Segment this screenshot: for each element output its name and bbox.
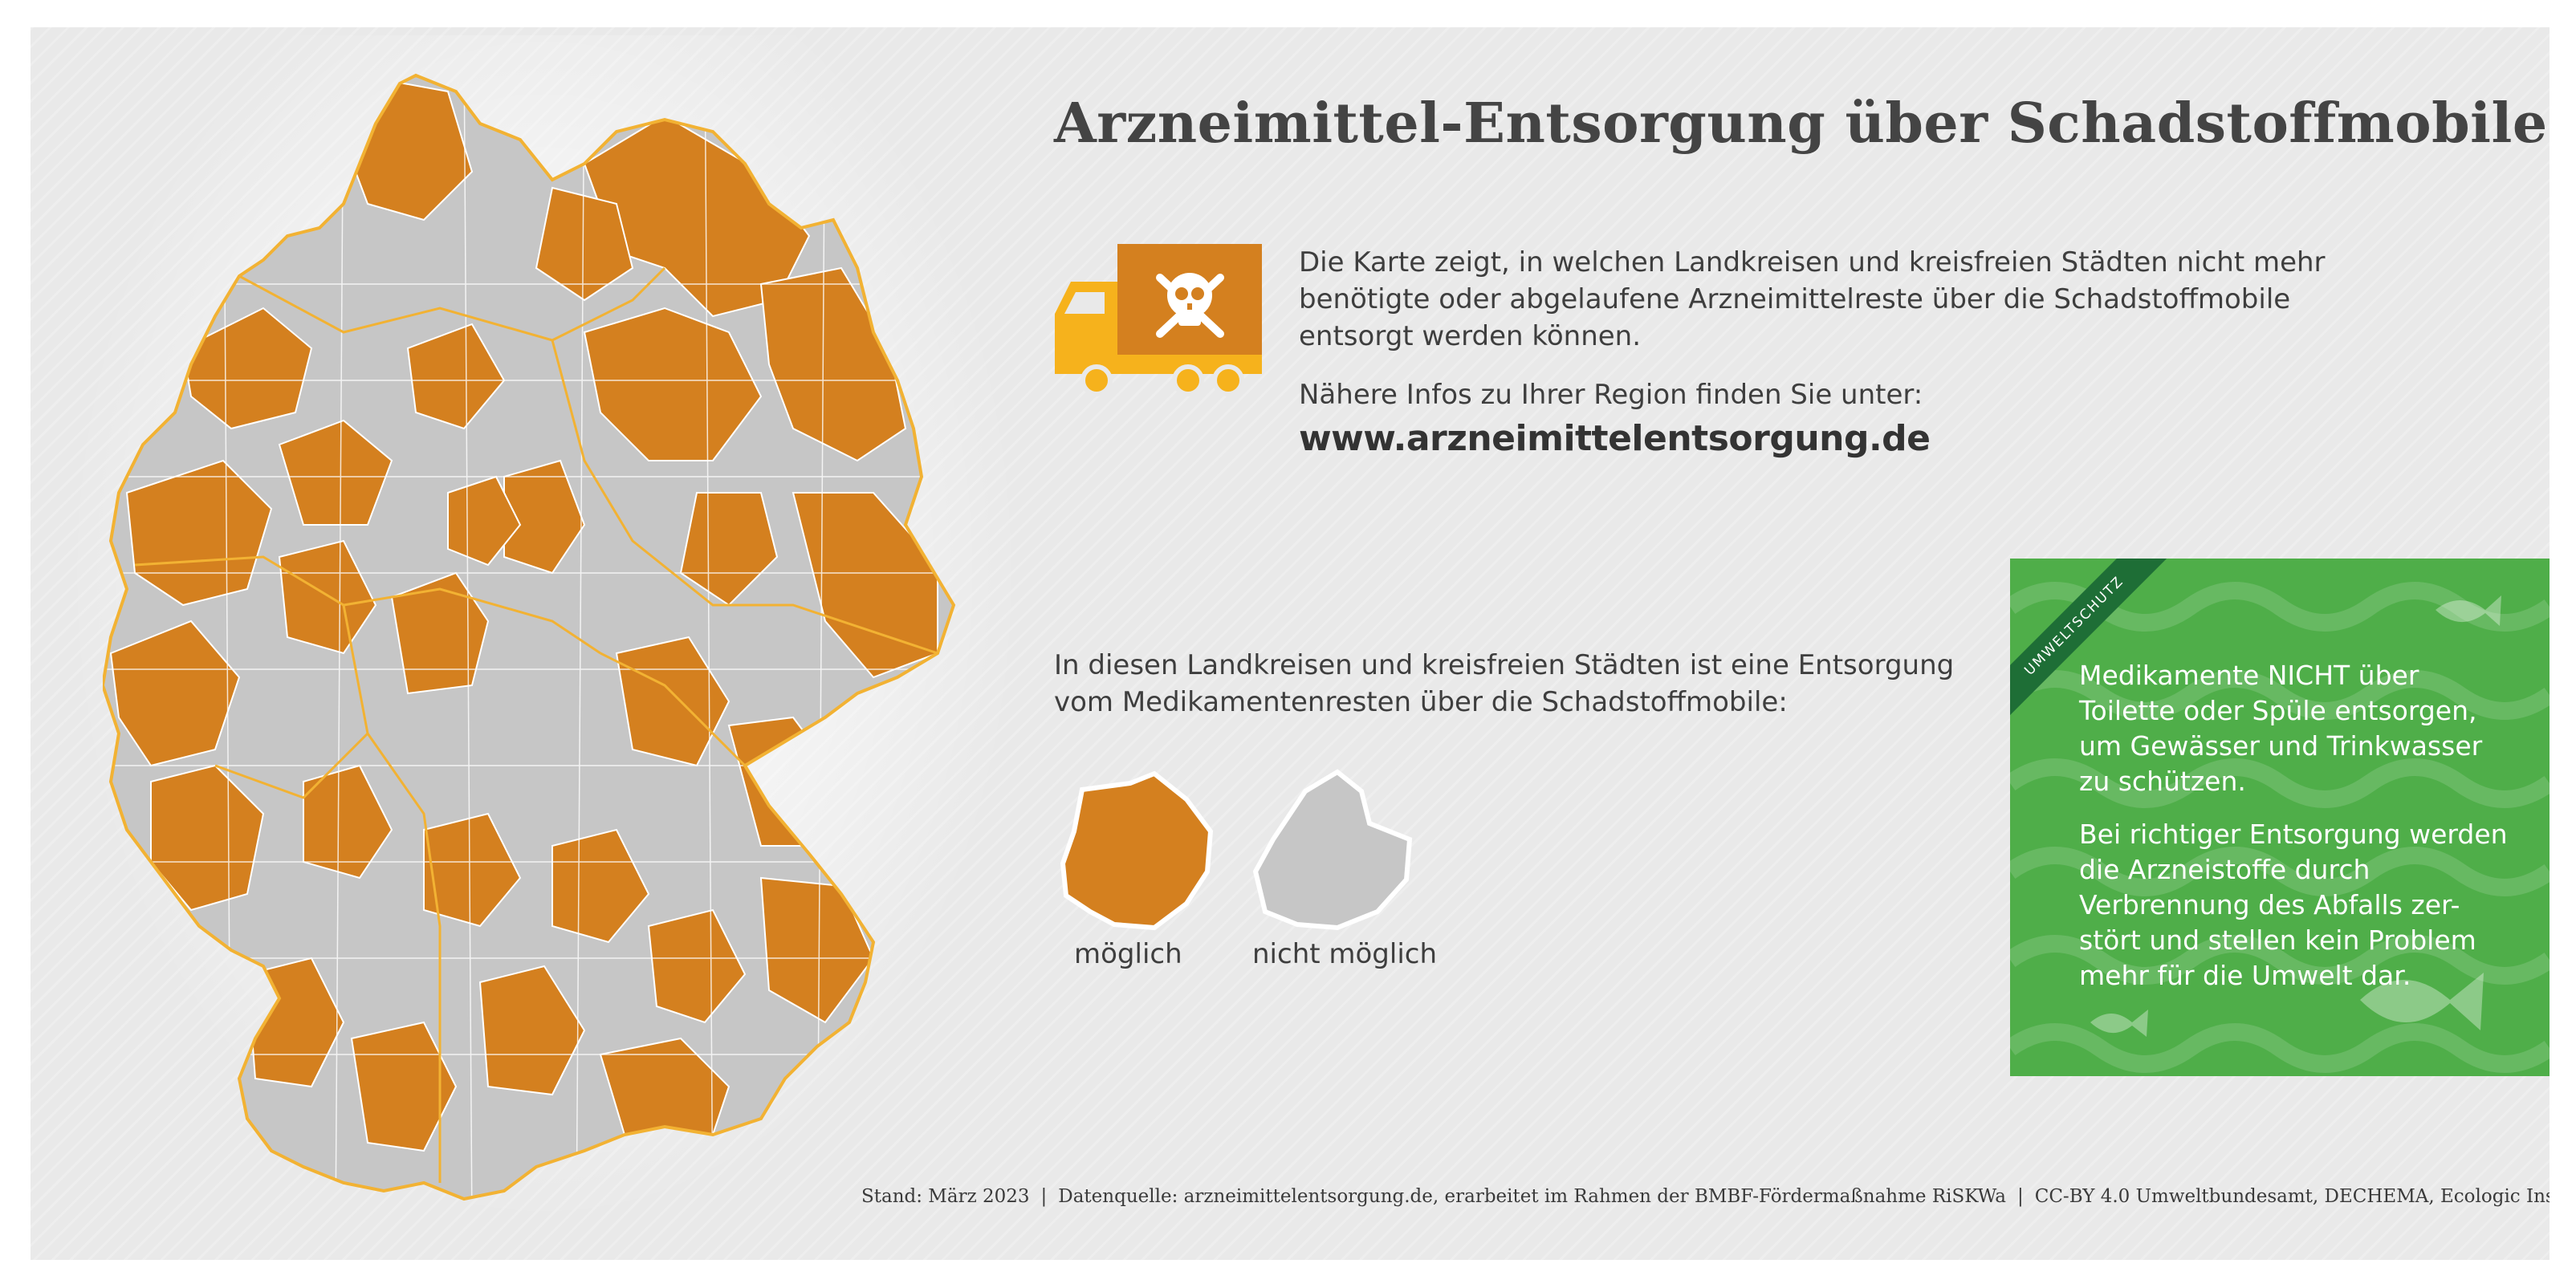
website-url[interactable]: www.arzneimittelentsorgung.de (1299, 418, 1931, 459)
footer-source: Datenquelle: arzneimittelentsorgung.de, … (1058, 1186, 2006, 1207)
legend-possible-swatch (1060, 770, 1214, 931)
footer: Stand: März 2023 | Datenquelle: arzneimitt… (861, 1186, 2550, 1207)
fish-icon (2090, 595, 2501, 1037)
footer-license: CC-BY 4.0 Umweltbundesamt, DECHEMA, Ecol… (2034, 1186, 2550, 1207)
district-borders (103, 75, 954, 1199)
footer-separator: | (1040, 1186, 1048, 1207)
page-title: Arzneimittel-Entsorgung über Schadstoffm… (1054, 91, 2548, 156)
footer-stand: Stand: März 2023 (861, 1186, 1030, 1207)
info-paragraph-2: Bei richtiger Entsorgung werden die Arzn… (2079, 819, 2508, 991)
legend-not-possible-swatch (1252, 769, 1413, 931)
infographic-panel: Arzneimittel-Entsorgung über Schadstoffm… (31, 27, 2550, 1260)
state-borders (134, 266, 938, 1183)
legend-title: In diesen Landkreisen und kreisfreien St… (1054, 649, 1955, 718)
footer-separator: | (2016, 1186, 2024, 1207)
more-info-text: Nähere Infos zu Ihrer Region finden Sie … (1299, 379, 1923, 411)
germany-map (103, 74, 955, 1201)
truck-icon (1055, 244, 1262, 396)
info-paragraph-1: Medikamente NICHT über Toilette oder Spü… (2079, 660, 2483, 797)
environment-info-box: UMWELTSCHUTZ Medikamente NICHT über Toil… (2010, 559, 2550, 1076)
legend-not-possible-label: nicht möglich (1252, 938, 1438, 970)
legend-possible-label: möglich (1074, 938, 1182, 970)
intro-text: Die Karte zeigt, in welchen Landkreisen … (1299, 246, 2326, 352)
skull-crossbones-icon (1156, 273, 1224, 338)
